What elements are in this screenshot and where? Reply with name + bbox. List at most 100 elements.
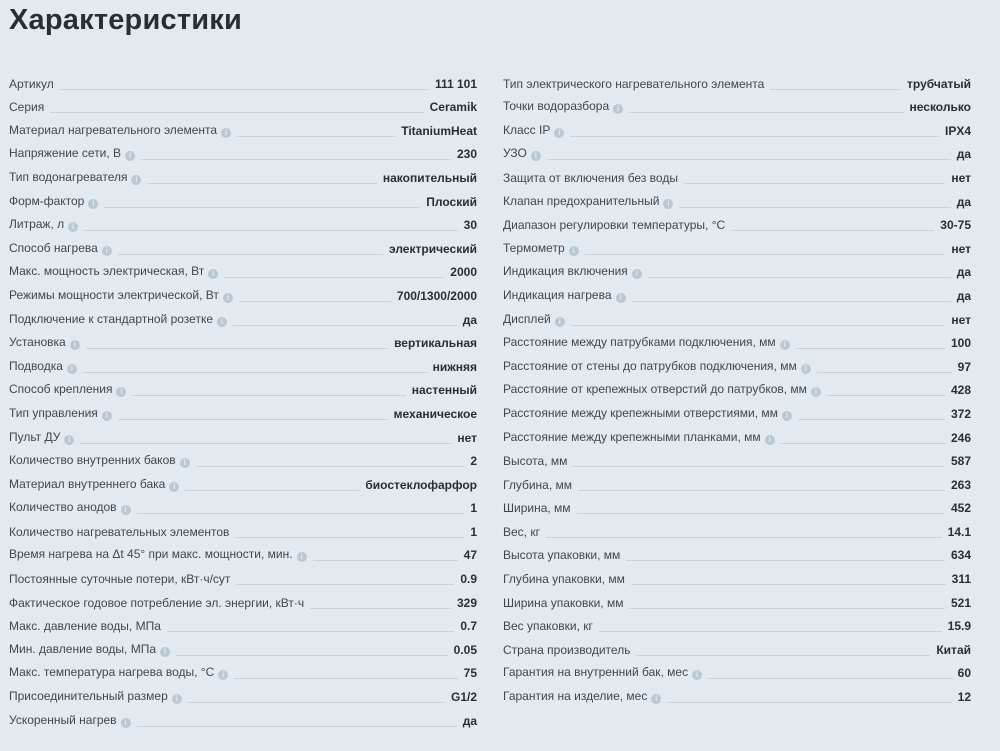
info-icon[interactable]: i xyxy=(554,127,565,138)
leader-line xyxy=(826,395,945,397)
info-icon[interactable]: i xyxy=(779,340,790,351)
info-icon[interactable]: i xyxy=(66,363,77,374)
info-icon[interactable]: i xyxy=(179,458,190,469)
leader-line xyxy=(233,324,457,326)
spec-label: Количество анодов i xyxy=(9,500,131,516)
spec-row: Индикация включения i да xyxy=(503,256,971,280)
leader-line xyxy=(578,489,945,491)
spec-row: Высота упаковки, мм 634 xyxy=(503,539,971,562)
info-icon[interactable]: i xyxy=(692,670,703,681)
info-icon[interactable]: i xyxy=(116,387,127,398)
leader-line xyxy=(141,159,451,161)
spec-row: Постоянные суточные потери, кВт·ч/сут 0.9 xyxy=(9,562,477,586)
info-icon[interactable]: i xyxy=(296,552,307,563)
spec-row: Расстояние от стены до патрубков подключ… xyxy=(503,350,971,374)
spec-label-text: Индикация нагрева xyxy=(503,287,612,302)
info-icon[interactable]: i xyxy=(554,316,565,327)
spec-label: Мин. давление воды, МПа i xyxy=(9,642,171,657)
leader-line xyxy=(147,182,377,184)
spec-value: 521 xyxy=(950,595,971,610)
spec-label: Постоянные суточные потери, кВт·ч/сут xyxy=(9,572,230,586)
spec-label-text: Артикул xyxy=(9,76,54,91)
leader-line xyxy=(546,159,951,161)
spec-value: да xyxy=(462,312,477,327)
info-icon[interactable]: i xyxy=(810,387,821,398)
leader-line xyxy=(117,418,388,420)
leader-line xyxy=(310,607,451,609)
info-icon[interactable]: i xyxy=(800,363,811,374)
leader-line xyxy=(545,536,942,538)
spec-row: Макс. мощность электрическая, Вт i 2000 xyxy=(9,256,477,280)
spec-label-text: Гарантия на внутренний бак, мес xyxy=(503,665,689,680)
info-icon[interactable]: i xyxy=(69,340,80,351)
spec-label-text: Расстояние между патрубками подключения,… xyxy=(503,335,776,350)
spec-label-text: Глубина упаковки, мм xyxy=(503,572,625,587)
spec-label-text: Режимы мощности электрической, Вт xyxy=(9,287,219,302)
info-icon[interactable]: i xyxy=(764,434,775,445)
spec-value: 0.9 xyxy=(460,572,477,587)
info-icon[interactable]: i xyxy=(781,410,792,421)
spec-value: IPX4 xyxy=(944,123,971,138)
info-icon[interactable]: i xyxy=(663,198,674,209)
leader-line xyxy=(598,631,942,633)
info-icon[interactable]: i xyxy=(631,269,642,280)
spec-value: 12 xyxy=(957,690,971,705)
info-icon[interactable]: i xyxy=(120,505,131,516)
spec-row: Форм-фактор i Плоский xyxy=(9,185,477,209)
info-icon[interactable]: i xyxy=(120,717,131,728)
leader-line xyxy=(84,230,458,232)
info-icon[interactable]: i xyxy=(160,646,171,657)
info-icon[interactable]: i xyxy=(568,245,579,256)
info-icon[interactable]: i xyxy=(125,151,136,162)
spec-value: нет xyxy=(951,170,971,185)
spec-label-text: Макс. температура нагрева воды, °С xyxy=(9,665,215,680)
spec-row: Режимы мощности электрической, Вт i 700/13… xyxy=(9,279,477,303)
info-icon[interactable]: i xyxy=(208,269,219,280)
spec-value: Плоский xyxy=(426,194,477,209)
info-icon[interactable]: i xyxy=(218,670,229,681)
spec-label: Высота, мм xyxy=(503,454,567,468)
spec-label-text: Расстояние между крепежными отверстиями,… xyxy=(503,405,778,420)
leader-line xyxy=(683,182,946,184)
spec-row: Способ нагрева i электрический xyxy=(9,232,477,256)
info-icon[interactable]: i xyxy=(217,316,227,327)
leader-line xyxy=(312,560,458,562)
leader-line xyxy=(629,112,904,114)
leader-line xyxy=(238,300,391,302)
spec-label: Страна производитель xyxy=(503,643,630,657)
info-icon[interactable]: i xyxy=(651,694,662,705)
info-icon[interactable]: i xyxy=(615,292,626,303)
leader-line xyxy=(630,584,946,586)
spec-row: Точки водоразбора i несколько xyxy=(503,91,971,115)
info-icon[interactable]: i xyxy=(68,222,79,233)
leader-line xyxy=(235,536,465,538)
spec-label-text: Тип водонагревателя xyxy=(9,169,128,184)
info-icon[interactable]: i xyxy=(222,292,233,303)
leader-line xyxy=(570,135,939,137)
leader-line xyxy=(631,300,951,302)
info-icon[interactable]: i xyxy=(101,410,112,421)
spec-label-text: Ширина, мм xyxy=(503,501,571,516)
info-icon[interactable]: i xyxy=(613,104,624,115)
spec-row: Класс IP i IPX4 xyxy=(503,114,971,138)
spec-label-text: Количество внутренних баков xyxy=(9,453,176,468)
spec-value: 246 xyxy=(950,430,971,445)
info-icon[interactable]: i xyxy=(64,434,75,445)
spec-label: Ширина, мм xyxy=(503,501,571,515)
info-icon[interactable]: i xyxy=(131,174,142,185)
info-icon[interactable]: i xyxy=(88,198,99,209)
spec-label-text: Макс. мощность электрическая, Вт xyxy=(9,264,205,279)
spec-label-text: Страна производитель xyxy=(503,642,631,657)
info-icon[interactable]: i xyxy=(101,245,112,256)
info-icon[interactable]: i xyxy=(169,481,180,492)
info-icon[interactable]: i xyxy=(221,127,232,138)
info-icon[interactable]: i xyxy=(171,694,182,705)
spec-label: Форм-фактор i xyxy=(9,194,99,209)
spec-row: Ускоренный нагрев i да xyxy=(9,704,477,728)
spec-label-text: Высота, мм xyxy=(503,454,568,469)
info-icon[interactable]: i xyxy=(530,151,541,162)
spec-row: Тип управления i механическое xyxy=(9,397,477,421)
spec-value: 1 xyxy=(470,501,477,516)
